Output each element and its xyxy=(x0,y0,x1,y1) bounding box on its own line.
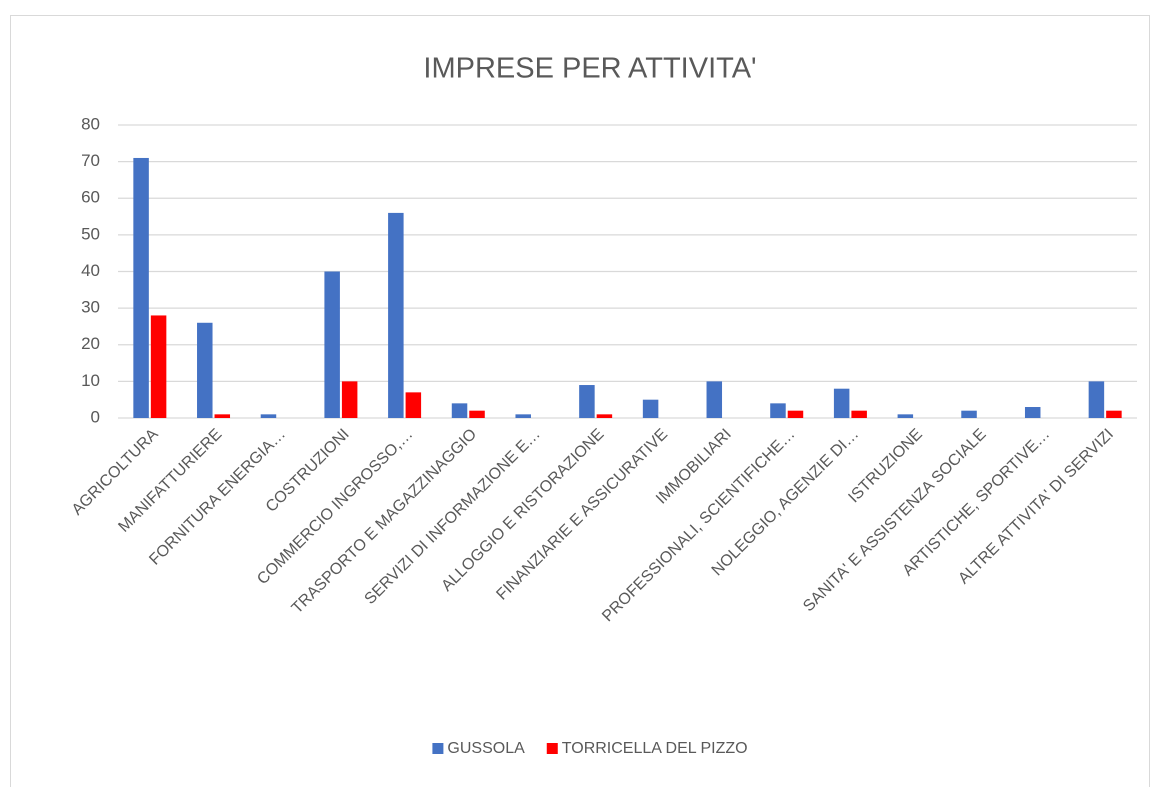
y-tick-label: 10 xyxy=(81,371,100,390)
bar xyxy=(1106,410,1122,418)
bar xyxy=(897,414,914,418)
legend-swatch xyxy=(546,743,558,754)
y-tick-label: 30 xyxy=(81,298,100,317)
bar xyxy=(515,414,531,418)
legend-label: TORRICELLA DEL PIZZO xyxy=(562,740,748,757)
y-tick-label: 60 xyxy=(81,188,100,207)
bar xyxy=(451,403,468,418)
y-tick-label: 40 xyxy=(81,261,100,280)
y-tick-label: 50 xyxy=(81,224,100,243)
bar xyxy=(961,410,977,418)
legend-swatch xyxy=(432,743,444,754)
bar xyxy=(150,315,167,418)
y-tick-label: 80 xyxy=(81,114,100,133)
bar xyxy=(642,399,659,418)
bar xyxy=(469,410,485,418)
bar xyxy=(324,271,340,418)
bar xyxy=(706,381,723,418)
bar xyxy=(1088,381,1105,418)
chart-title: IMPRESE PER ATTIVITA' xyxy=(423,53,756,85)
y-tick-label: 20 xyxy=(81,334,100,353)
bar xyxy=(133,157,149,418)
legend-label: GUSSOLA xyxy=(447,740,525,757)
bar xyxy=(770,403,786,418)
bar xyxy=(579,385,595,418)
bar xyxy=(787,410,804,418)
y-tick-label: 0 xyxy=(91,407,100,426)
bar xyxy=(341,381,358,418)
bar xyxy=(388,212,404,418)
bar xyxy=(851,410,867,418)
bar xyxy=(405,392,422,418)
bar xyxy=(214,414,231,418)
bar xyxy=(596,414,613,418)
y-tick-label: 70 xyxy=(81,151,100,170)
bar xyxy=(260,414,277,418)
bar xyxy=(197,322,213,418)
bar xyxy=(833,388,850,418)
bar xyxy=(1024,407,1041,418)
